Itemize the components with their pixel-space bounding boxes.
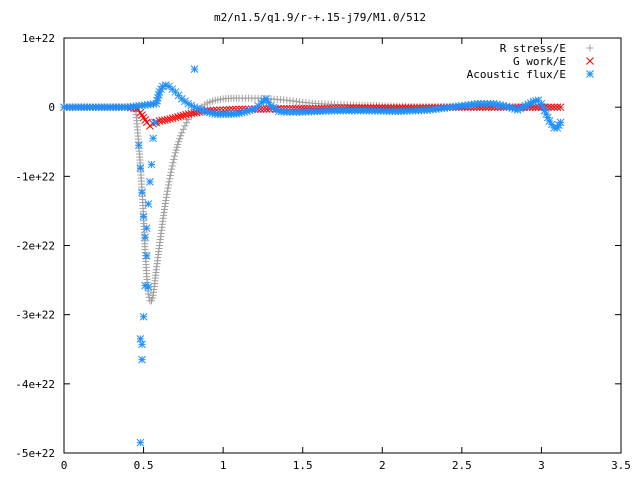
chart-title: m2/n1.5/q1.9/r-+.15-j79/M1.0/512 [214,11,426,24]
y-tick-label: 0 [48,101,55,114]
data-point [177,132,185,140]
data-point [550,103,559,112]
data-point [547,103,555,112]
legend-marker [586,57,594,65]
x-tick-label: 0.5 [134,459,154,472]
data-point [190,65,199,73]
data-point [166,115,174,123]
legend-marker [586,70,594,78]
data-point [150,118,159,127]
data-point [141,281,150,290]
data-point [164,184,172,192]
y-tick-label: 1e+22 [22,32,55,45]
data-point [144,200,153,208]
data-point [181,122,189,130]
data-point [138,340,146,349]
data-point [146,178,154,186]
data-point [174,112,182,121]
data-point [182,110,190,119]
data-point [138,188,146,197]
data-point [163,115,172,124]
data-point [136,108,145,117]
data-point [171,113,180,122]
data-point [152,99,161,108]
data-point [178,129,186,137]
series-layer [60,65,565,447]
data-point [144,290,152,298]
data-point [165,181,173,189]
data-point [149,134,157,143]
data-point [262,105,271,113]
data-point [176,135,184,143]
data-point [142,252,151,260]
data-point [139,113,148,122]
data-point [167,168,175,176]
data-point [259,105,268,113]
data-point [179,111,188,120]
y-tick-label: -4e+22 [15,378,55,391]
series-3 [190,65,199,73]
data-point [175,138,183,146]
data-point [142,224,151,233]
data-point [163,187,171,195]
data-point [166,172,174,180]
data-point [556,103,565,112]
data-point [163,190,171,198]
legend-label: R stress/E [500,42,566,55]
data-point [162,193,170,201]
x-tick-label: 3 [538,459,545,472]
x-tick-label: 3.5 [611,459,631,472]
data-point [176,112,185,121]
y-tick-label: -3e+22 [15,309,55,322]
data-point [147,160,156,169]
data-point [134,141,143,150]
data-point [179,125,187,133]
legend-label: Acoustic flux/E [467,68,566,81]
x-tick-label: 1 [220,459,227,472]
x-tick-label: 2.5 [452,459,472,472]
data-point [165,178,173,186]
data-point [139,312,148,321]
data-point [168,162,176,170]
data-point [553,103,562,112]
data-point [168,114,177,123]
series-0 [60,94,565,305]
data-point [141,116,150,124]
y-axis: 1e+22 0 -1e+22 -2e+22 -3e+22 -4e+22 -5e+22 [15,32,621,460]
data-point [170,155,178,163]
x-tick-label: 0 [61,459,68,472]
legend-marker [586,44,594,52]
data-point [139,212,148,221]
data-point [138,355,146,364]
data-point [168,165,176,173]
data-point [183,119,191,127]
data-point [136,335,145,343]
data-point [543,113,552,122]
data-point [136,438,145,447]
data-point [169,159,177,167]
y-tick-label: -2e+22 [15,240,55,253]
data-point [166,175,174,183]
data-point [162,197,170,205]
data-point [489,99,498,108]
legend-label: G work/E [513,55,566,68]
series-2 [60,81,565,447]
x-axis: 0 0.5 1 1.5 2 2.5 3 3.5 [61,38,631,472]
data-point [141,233,150,242]
data-point [136,164,145,172]
y-tick-label: -1e+22 [15,170,55,183]
y-tick-label: -5e+22 [15,447,55,460]
data-point [171,152,179,160]
x-tick-label: 1.5 [293,459,313,472]
x-tick-label: 2 [379,459,386,472]
data-point [556,118,565,127]
